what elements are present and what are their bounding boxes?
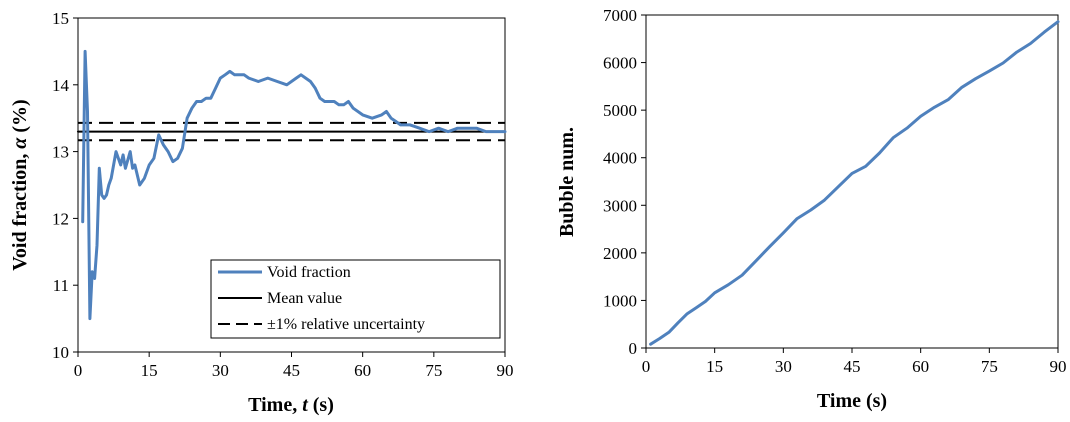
x-tick-label: 30 [775,357,792,376]
y-tick-label: 3000 [603,196,637,215]
y-tick-label: 7000 [603,6,637,25]
x-tick-label: 75 [425,361,442,380]
y-axis-title-main: Void fraction, [9,149,31,271]
legend: Void fraction Mean value ±1% relative un… [210,259,501,339]
x-tick-label: 45 [844,357,861,376]
x-axis-title-unit: (s) [308,394,334,416]
series-group [77,49,507,321]
series-line-void-fraction [81,49,507,321]
y-axis-ticks: 10 11 12 13 14 15 [52,9,78,362]
x-tick-label: 0 [642,357,651,376]
x-tick-label: 90 [497,361,514,380]
y-axis-title: Bubble num. [556,127,578,237]
bubble-number-chart: 0 15 30 45 60 75 90 0 1000 2000 3000 4000 5000 6000 7… [556,6,1067,412]
x-tick-label: 90 [1050,357,1067,376]
y-tick-label: 15 [52,9,69,28]
y-tick-label: 5000 [603,101,637,120]
void-fraction-chart: 0 15 30 45 60 75 90 10 11 12 13 14 15 Time, t (s) V… [9,9,514,416]
y-tick-label: 0 [629,339,638,358]
x-tick-label: 15 [706,357,723,376]
y-tick-label: 11 [53,276,69,295]
y-axis-ticks: 0 1000 2000 3000 4000 5000 6000 7000 [603,6,646,358]
x-axis-ticks: 0 15 30 45 60 75 90 [642,348,1067,376]
x-tick-label: 60 [354,361,371,380]
y-tick-label: 6000 [603,54,637,73]
x-axis-title: Time, t (s) [248,394,334,416]
y-tick-label: 1000 [603,291,637,310]
y-axis-title-variable: α [9,137,31,149]
x-axis-ticks: 0 15 30 45 60 75 90 [74,352,514,380]
x-tick-label: 0 [74,361,83,380]
x-tick-label: 60 [912,357,929,376]
x-tick-label: 15 [141,361,158,380]
x-axis-title-main: Time, [248,394,302,416]
x-tick-label: 75 [981,357,998,376]
legend-label-mean-value: Mean value [267,290,342,307]
y-tick-label: 13 [52,143,69,162]
legend-label-uncertainty: ±1% relative uncertainty [267,316,425,333]
x-axis-title: Time (s) [817,390,887,412]
x-tick-label: 30 [212,361,229,380]
x-axis-title-variable: t [302,394,309,416]
y-axis-title-unit: (%) [9,99,31,137]
y-tick-label: 10 [52,343,69,362]
x-tick-label: 45 [283,361,300,380]
y-tick-label: 2000 [603,244,637,263]
y-tick-label: 12 [52,209,69,228]
legend-label-void-fraction: Void fraction [267,264,351,281]
y-axis-title: Void fraction, α (%) [9,99,31,270]
series-group [649,20,1060,346]
series-line-uncertainty-lower [649,20,1060,346]
y-tick-label: 14 [52,76,70,95]
y-tick-label: 4000 [603,149,637,168]
